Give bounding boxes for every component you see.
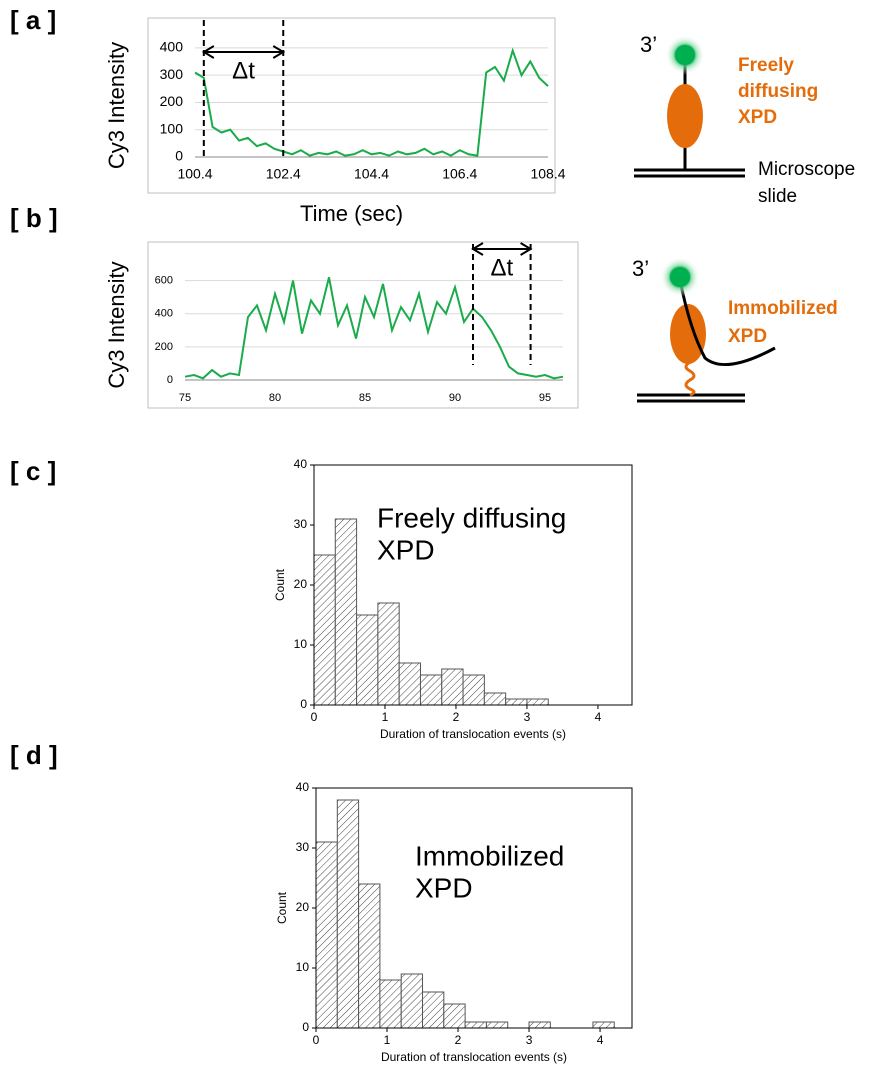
y-tick-label: 400 [160,39,184,55]
x-tick-label: 102.4 [266,166,301,182]
y-tick-label: 0 [302,1020,309,1034]
bar [315,841,338,1029]
bar [398,662,421,706]
y-tick-label: 0 [300,697,307,711]
bar [441,668,464,706]
annotation: XPD [377,534,435,565]
y-tick-label: 300 [160,66,184,82]
x-tick-label: 95 [539,392,551,404]
panel-label: [ c ] [10,456,56,486]
bar [462,674,485,706]
annotation: Immobilized [415,840,564,871]
x-axis-title: Duration of translocation events (s) [380,727,566,741]
y-tick-label: 20 [294,577,308,591]
y-axis-title: Count [273,568,287,601]
x-tick-label: 90 [449,392,461,404]
y-axis-title: Cy3 Intensity [104,261,129,388]
prime-label: 3’ [640,32,657,57]
x-tick-label: 80 [269,392,281,404]
x-tick-label: 100.4 [177,166,212,182]
dt-label: Δt [232,57,255,84]
y-tick-label: 20 [296,900,310,914]
panel-label: [ b ] [10,203,58,233]
bar [336,799,360,1029]
protein-label: XPD [738,107,777,128]
dt-arrow [201,45,286,59]
annotation: XPD [415,872,473,903]
dt-arrow [471,242,533,256]
bar [464,1021,487,1029]
y-axis-title: Cy3 Intensity [104,42,129,169]
x-tick-label: 106.4 [442,166,477,182]
bar [313,554,336,706]
y-tick-label: 30 [296,840,310,854]
trace-line [194,47,549,157]
x-tick-label: 3 [524,710,531,724]
x-tick-label: 0 [313,1033,320,1047]
bar [483,692,507,706]
x-tick-label: 0 [311,710,318,724]
protein-label: Freely [738,55,794,76]
trace-line [184,277,564,380]
bar [356,614,379,706]
bar [505,698,528,706]
bar [422,991,445,1029]
protein-label: XPD [728,326,767,347]
prime-label: 3’ [632,256,649,281]
diagram-freely: 3’ Freely diffusing XPD Microscope slide [634,32,855,207]
y-tick-label: 400 [155,308,173,320]
y-axis-title: Count [275,891,289,924]
y-tick-label: 200 [160,93,184,109]
x-axis-title: Time (sec) [300,201,403,226]
x-tick-label: 75 [179,392,191,404]
dt-label: Δt [490,254,513,281]
bar [592,1021,615,1029]
y-tick-label: 30 [294,517,308,531]
plot-frame [147,17,556,194]
x-tick-label: 1 [384,1033,391,1047]
annotation: Freely diffusing [377,502,566,533]
x-tick-label: 4 [595,710,602,724]
bar [358,883,381,1029]
protein-label: Immobilized [728,298,838,319]
bar [419,674,443,706]
y-tick-label: 40 [294,457,308,471]
x-tick-label: 1 [382,710,389,724]
x-tick-label: 108.4 [530,166,565,182]
y-tick-label: 0 [167,374,173,386]
y-tick-label: 10 [294,637,308,651]
y-tick-label: 100 [160,120,184,136]
bar [379,979,402,1029]
bar [526,698,549,706]
plot-frame [147,241,579,409]
x-tick-label: 104.4 [354,166,389,182]
bar [485,1021,509,1029]
bar [443,1003,466,1029]
x-tick-label: 2 [453,710,460,724]
bar [377,602,400,706]
panel-label: [ a ] [10,5,56,35]
slide-label: Microscope [758,159,855,180]
y-tick-label: 0 [175,148,183,164]
y-tick-label: 200 [155,341,173,353]
x-tick-label: 2 [455,1033,462,1047]
bar [334,518,358,706]
x-tick-label: 85 [359,392,371,404]
y-tick-label: 40 [296,780,310,794]
x-axis-title: Duration of translocation events (s) [381,1050,567,1064]
x-tick-label: 3 [526,1033,533,1047]
x-tick-label: 4 [597,1033,604,1047]
bar [528,1021,551,1029]
bar [400,973,424,1029]
diagram-immobilized: 3’ Immobilized XPD [632,256,838,403]
protein-label: diffusing [738,81,818,102]
y-tick-label: 10 [296,960,310,974]
slide-label: slide [758,186,797,207]
panel-label: [ d ] [10,740,58,770]
y-tick-label: 600 [155,274,173,286]
